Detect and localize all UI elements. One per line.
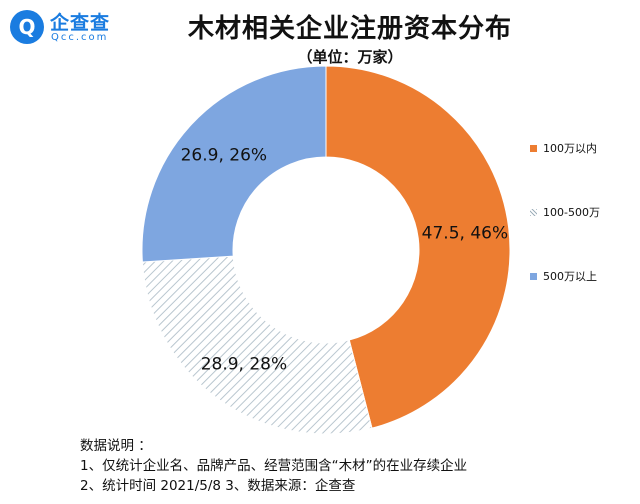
data-notes: 数据说明 ： 1、仅统计企业名、品牌产品、经营范围含“木材”的在业存续企业 2、… — [80, 436, 467, 496]
donut-slice-3 — [141, 65, 327, 263]
legend-label-2: 100-500万 — [543, 206, 600, 219]
donut-slice-1 — [325, 65, 511, 429]
legend-item-1: 100万以内 — [530, 140, 597, 156]
legend-item-2: 100-500万 — [530, 204, 600, 220]
logo-name: 企查查 — [50, 12, 111, 34]
notes-heading: 数据说明 ： — [80, 438, 152, 454]
qcc-logo-icon: Q — [10, 10, 44, 44]
notes-line-1: 1、仅统计企业名、品牌产品、经营范围含“木材”的在业存续企业 — [80, 458, 468, 474]
legend-label-3: 500万以上 — [543, 270, 597, 283]
logo-domain: Qcc.com — [51, 32, 109, 43]
data-label-3: 26.9, 26% — [181, 145, 267, 165]
chart-subtitle: （单位：万家） — [297, 48, 403, 66]
legend-swatch-3 — [530, 272, 537, 280]
data-label-2: 28.9, 28% — [201, 354, 287, 374]
legend-swatch-1 — [530, 144, 537, 152]
donut-slice-2 — [141, 255, 373, 435]
qcc-logo: Q 企查查 Qcc.com — [10, 8, 140, 48]
legend-label-1: 100万以内 — [543, 142, 597, 155]
legend-item-3: 500万以上 — [530, 268, 597, 284]
chart-title: 木材相关企业注册资本分布 — [187, 14, 512, 44]
data-label-1: 47.5, 46% — [422, 223, 508, 243]
legend-swatch-2 — [530, 208, 537, 216]
notes-line-2: 2、统计时间 2021/5/8 3、数据来源：企查查 — [80, 478, 356, 494]
